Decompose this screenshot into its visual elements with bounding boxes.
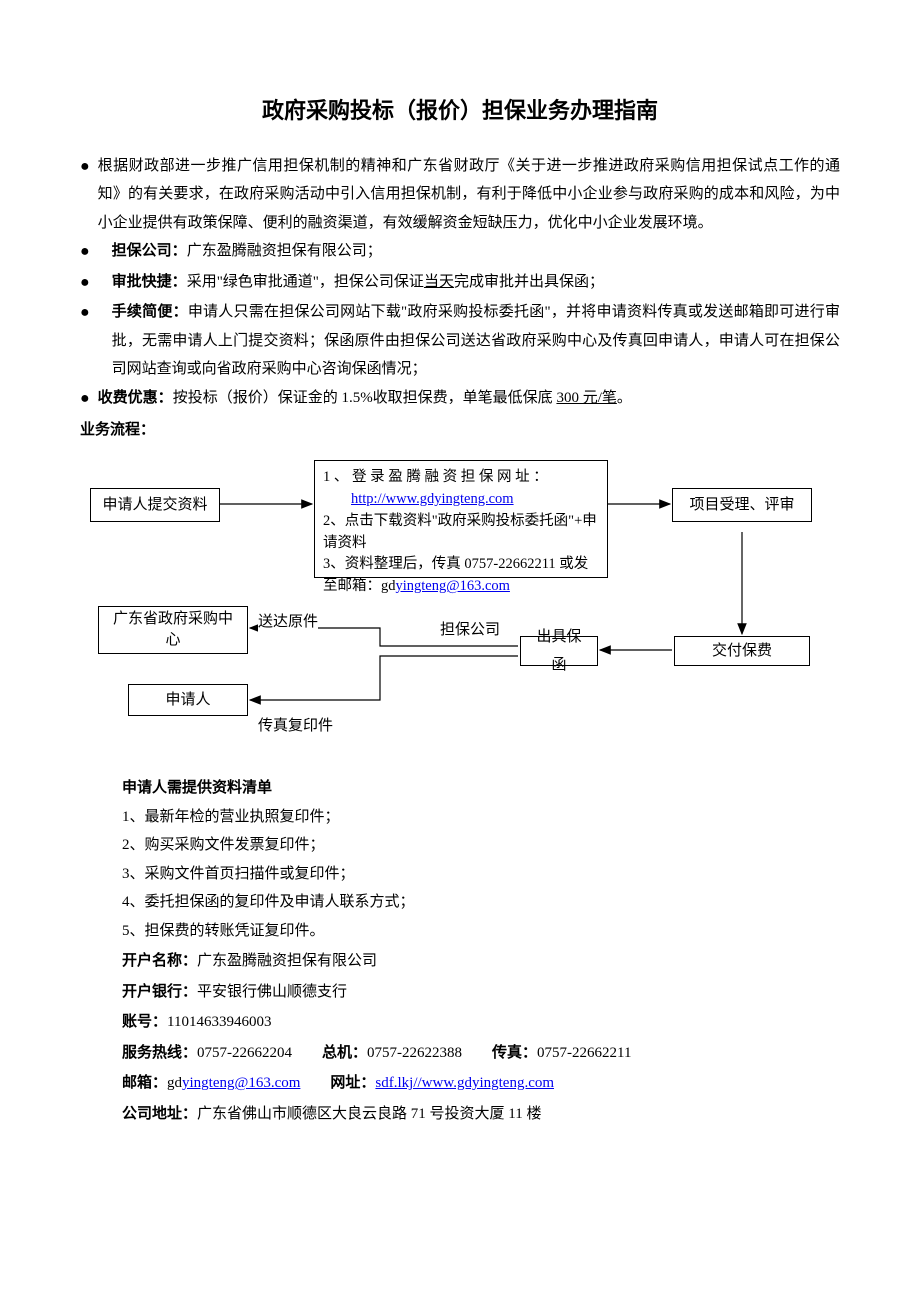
acct-number: 11014633946003 [167,1014,271,1030]
acct-number-label: 账号： [122,1014,167,1030]
switch-label: 总机： [322,1045,367,1061]
approval-underline: 当天 [424,274,454,290]
hotline: 0757-22662204 [197,1045,292,1061]
company-text: 广东盈腾融资担保有限公司； [187,243,382,259]
fax: 0757-22662211 [537,1045,631,1061]
checklist-title: 申请人需提供资料清单 [122,774,840,803]
flow-label: 业务流程： [80,416,840,445]
bullet-icon: ● [80,268,90,298]
bullet-icon: ● [80,298,90,328]
flow-node-submit-text: 申请人提交资料 [102,491,207,520]
flow-step2: 2、点击下载资料"政府采购投标委托函"+申请资料 [323,513,597,551]
bullet-icon: ● [80,237,90,267]
procedure-label: 手续简便： [112,304,188,320]
fee-bullet: ● 收费优惠：按投标（报价）保证金的 1.5%收取担保费，单笔最低保底 300 … [80,384,840,414]
page-title: 政府采购投标（报价）担保业务办理指南 [80,90,840,132]
company-bullet: ● 担保公司：广东盈腾融资担保有限公司； [80,237,840,267]
flow-node-payfee-text: 交付保费 [712,637,772,666]
fee-underline: 300 元/笔 [556,390,616,406]
web-label: 网址： [330,1075,375,1091]
intro-bullet: ● 根据财政部进一步推广信用担保机制的精神和广东省财政厅《关于进一步推进政府采购… [80,152,840,238]
bullet-icon: ● [80,152,90,182]
approval-bullet: ● 审批快捷：采用"绿色审批通道"，担保公司保证当天完成审批并出具保函； [80,268,840,298]
fee-label: 收费优惠： [98,390,173,406]
acct-name-label: 开户名称： [122,953,197,969]
flow-url-link[interactable]: http://www.gdyingteng.com [351,491,514,507]
flow-node-applicant-text: 申请人 [165,686,210,715]
company-label: 担保公司： [112,243,187,259]
intro-text: 根据财政部进一步推广信用担保机制的精神和广东省财政厅《关于进一步推进政府采购信用… [98,152,840,238]
flow-label-fax: 传真复印件 [258,712,333,741]
fee-post: 。 [617,390,632,406]
flow-node-payfee: 交付保费 [674,636,810,666]
acct-bank-label: 开户银行： [122,984,197,1000]
fax-label: 传真： [492,1045,537,1061]
fee-pre: 按投标（报价）保证金的 1.5%收取担保费，单笔最低保底 [173,390,557,406]
bullet-icon: ● [80,384,90,414]
flow-step1a: 1 、 登 录 盈 腾 融 资 担 保 网 址 ： [323,469,548,485]
web-link[interactable]: sdf.lkj//www.gdyingteng.com [375,1075,554,1091]
flow-node-center: 广东省政府采购中心 [98,606,248,654]
flow-node-center-text: 广东省政府采购中心 [109,609,237,651]
acct-name: 广东盈腾融资担保有限公司 [197,953,377,969]
checklist-item: 5、担保费的转账凭证复印件。 [122,917,840,946]
flow-node-submit: 申请人提交资料 [90,488,220,522]
procedure-text: 申请人只需在担保公司网站下载"政府采购投标委托函"，并将申请资料传真或发送邮箱即… [112,304,840,377]
approval-label: 审批快捷： [112,274,187,290]
checklist-item: 3、采购文件首页扫描件或复印件； [122,860,840,889]
approval-pre: 采用"绿色审批通道"，担保公司保证 [187,274,424,290]
flow-email-link[interactable]: yingteng@163.com [396,578,510,594]
flow-node-review: 项目受理、评审 [672,488,812,522]
checklist-item: 4、委托担保函的复印件及申请人联系方式； [122,888,840,917]
procedure-bullet: ● 手续简便：申请人只需在担保公司网站下载"政府采购投标委托函"，并将申请资料传… [80,298,840,384]
checklist-item: 1、最新年检的营业执照复印件； [122,803,840,832]
flowchart: 申请人提交资料 1 、 登 录 盈 腾 融 资 担 保 网 址 ： http:/… [80,456,840,756]
flow-node-steps: 1 、 登 录 盈 腾 融 资 担 保 网 址 ： http://www.gdy… [314,460,608,578]
flow-node-issue: 出具保函 [520,636,598,666]
flow-label-send: 送达原件 [258,608,318,637]
flow-node-review-text: 项目受理、评审 [689,491,794,520]
email-label: 邮箱： [122,1075,167,1091]
approval-post: 完成审批并出具保函； [454,274,604,290]
hotline-label: 服务热线： [122,1045,197,1061]
flow-node-applicant: 申请人 [128,684,248,716]
email-link[interactable]: yingteng@163.com [182,1075,300,1091]
addr: 广东省佛山市顺德区大良云良路 71 号投资大厦 11 楼 [197,1106,541,1122]
flow-label-company: 担保公司 [440,616,500,645]
addr-label: 公司地址： [122,1106,197,1122]
switch: 0757-22622388 [367,1045,462,1061]
email-pre: gd [167,1075,182,1091]
checklist-item: 2、购买采购文件发票复印件； [122,831,840,860]
flow-node-issue-text: 出具保函 [531,623,587,680]
acct-bank: 平安银行佛山顺德支行 [197,984,347,1000]
